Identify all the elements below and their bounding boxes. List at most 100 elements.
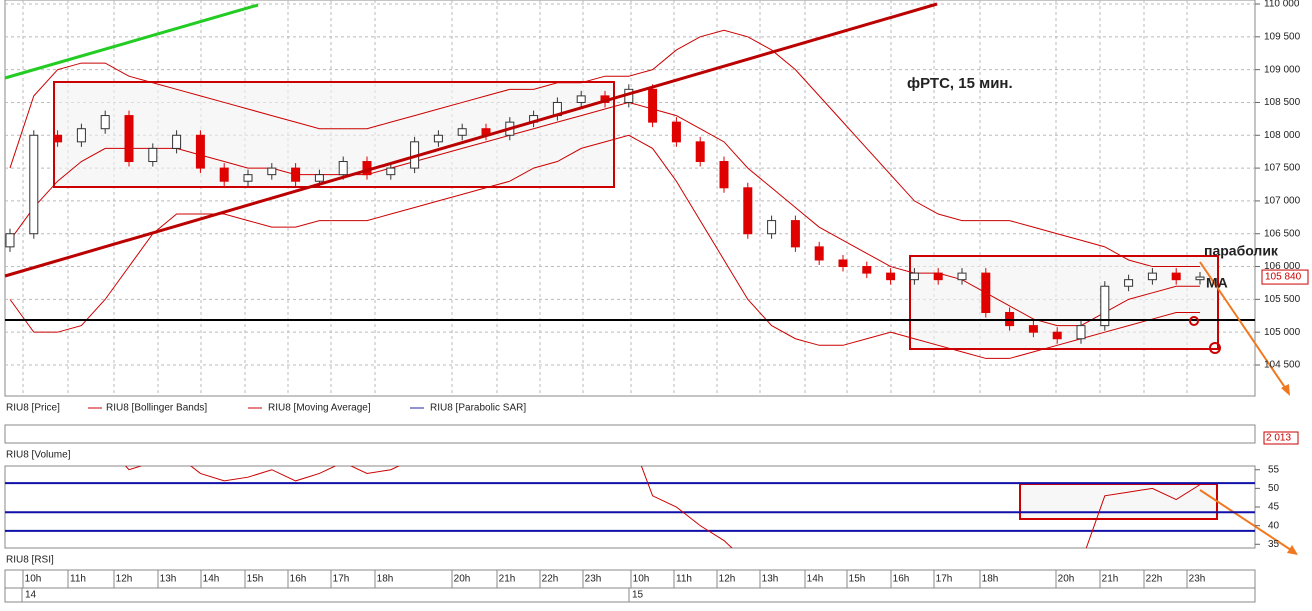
candle-body <box>719 161 729 189</box>
bollinger-lower <box>9 134 1200 359</box>
x-tick-label: 17h <box>333 574 350 585</box>
candle-body <box>148 147 158 163</box>
trend-line <box>4 3 259 80</box>
candle-body <box>981 272 991 313</box>
y-tick-label: 110 000 <box>1264 0 1300 10</box>
value-box <box>1261 269 1309 285</box>
value-box <box>1263 431 1299 445</box>
volume-last: 2 013 <box>1266 433 1291 444</box>
range-box <box>53 81 615 188</box>
y-tick-label: 50 <box>1268 483 1280 494</box>
panel-label: RIU8 [Volume] <box>6 450 71 461</box>
x-tick-label: 23h <box>585 574 602 585</box>
candle-body <box>29 134 39 235</box>
rsi-box <box>1019 483 1218 520</box>
trend-line <box>4 2 938 278</box>
x-tick-label: 11h <box>676 574 692 585</box>
x-tick-label: 14h <box>807 574 824 585</box>
candle-body <box>172 134 182 149</box>
y-tick-label: 45 <box>1268 502 1280 513</box>
x-tick-label: 14h <box>203 574 220 585</box>
x-tick-label: 17h <box>936 574 953 585</box>
panel-label: RIU8 [RSI] <box>6 555 54 566</box>
y-tick-label: 108 000 <box>1264 130 1301 141</box>
candle-body <box>695 141 705 163</box>
legend-item: RIU8 [Bollinger Bands] <box>106 403 207 414</box>
candle-body <box>386 167 396 176</box>
x-tick-label: 21h <box>1102 574 1119 585</box>
y-tick-label: 104 500 <box>1264 360 1301 371</box>
candle-body <box>767 220 777 235</box>
legend-item: RIU8 [Parabolic SAR] <box>430 403 526 414</box>
candle-body <box>5 233 15 248</box>
time-axis <box>4 569 1256 603</box>
chart-title: фРТС, 15 мин. <box>907 75 1013 92</box>
day-label: 14 <box>25 590 37 601</box>
y-tick-label: 109 500 <box>1264 31 1301 42</box>
candle-body <box>53 134 63 143</box>
forecast-arrow <box>1199 261 1289 393</box>
candle-body <box>195 134 205 169</box>
last-price: 105 840 <box>1265 272 1302 283</box>
x-tick-label: 20h <box>454 574 471 585</box>
candle-body <box>76 128 86 143</box>
annotation: параболик <box>1204 243 1279 259</box>
legend-item: RIU8 [Moving Average] <box>268 403 371 414</box>
y-tick-label: 108 500 <box>1264 97 1301 108</box>
x-tick-label: 15h <box>247 574 264 585</box>
candle-body <box>100 115 110 130</box>
candle-body <box>1195 276 1205 281</box>
y-tick-label: 107 000 <box>1264 196 1301 207</box>
x-tick-label: 12h <box>719 574 736 585</box>
volume-panel <box>4 424 1256 444</box>
candle-body <box>1171 272 1181 281</box>
candle-body <box>124 115 134 163</box>
candle-body <box>1124 279 1134 287</box>
candle-body <box>862 266 872 274</box>
candle-body <box>743 187 753 235</box>
y-tick-label: 35 <box>1268 539 1280 550</box>
candle-body <box>957 272 967 281</box>
x-tick-label: 22h <box>1146 574 1163 585</box>
candle-body <box>671 121 681 143</box>
bollinger-upper <box>9 29 1200 268</box>
x-tick-label: 13h <box>160 574 177 585</box>
x-tick-label: 12h <box>116 574 133 585</box>
x-tick-label: 10h <box>25 574 42 585</box>
y-tick-label: 106 500 <box>1264 228 1301 239</box>
x-tick-label: 16h <box>893 574 910 585</box>
x-tick-label: 18h <box>982 574 999 585</box>
arrow-head <box>1287 545 1298 555</box>
candle-body <box>886 272 896 281</box>
candle-body <box>1147 272 1157 281</box>
arrow-head <box>1281 384 1290 396</box>
x-tick-label: 11h <box>70 574 86 585</box>
candle-body <box>1028 325 1038 333</box>
y-tick-label: 106 000 <box>1264 261 1301 272</box>
candle-body <box>267 167 277 176</box>
candle-body <box>291 167 301 182</box>
range-box <box>909 255 1219 350</box>
candle-body <box>219 167 229 182</box>
moving-average <box>9 101 1200 327</box>
candle-body <box>576 95 586 103</box>
x-tick-label: 23h <box>1189 574 1206 585</box>
candle-body <box>909 272 919 281</box>
candle-body <box>790 220 800 248</box>
y-tick-label: 105 000 <box>1264 327 1301 338</box>
candle-body <box>457 128 467 136</box>
marker <box>1189 316 1199 326</box>
rsi-line <box>124 466 1201 548</box>
candle-body <box>1100 285 1110 327</box>
annotation: MA <box>1206 275 1228 291</box>
candle-body <box>314 174 324 182</box>
candle-body <box>933 272 943 281</box>
marker <box>1209 342 1221 354</box>
x-tick-label: 21h <box>499 574 516 585</box>
legend-item: RIU8 [Price] <box>6 403 60 414</box>
x-tick-label: 18h <box>377 574 394 585</box>
candle-body <box>1052 331 1062 340</box>
candle-body <box>838 259 848 268</box>
x-tick-label: 10h <box>633 574 650 585</box>
